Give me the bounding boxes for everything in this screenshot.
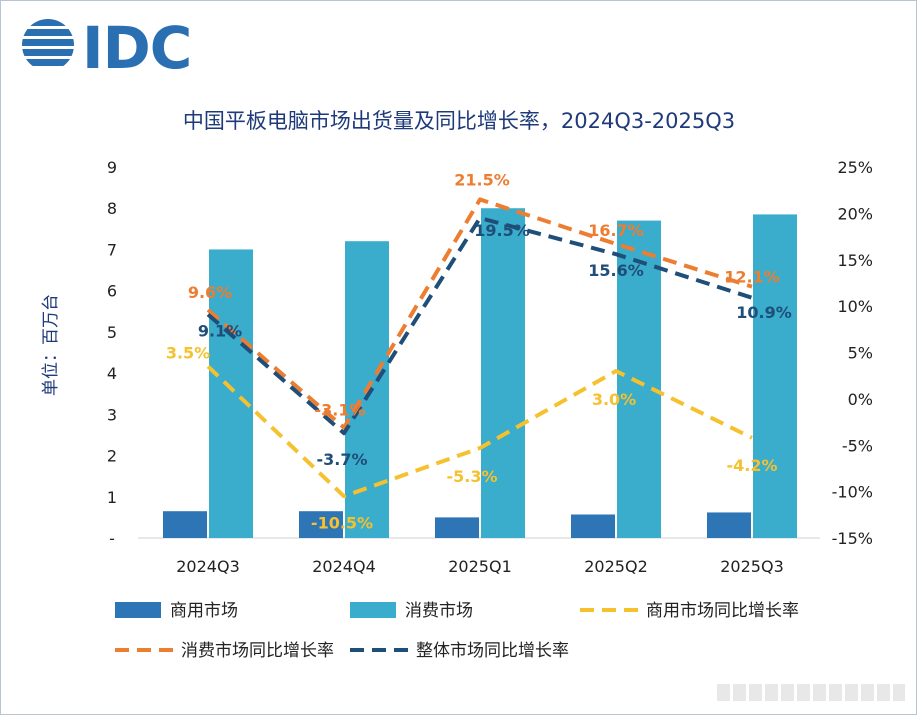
watermark bbox=[717, 684, 905, 701]
bar-consumer bbox=[481, 208, 525, 538]
data-label-overall: 19.5% bbox=[474, 221, 530, 240]
data-label-commercial: -10.5% bbox=[311, 513, 373, 532]
y2-tick-label: 10% bbox=[837, 297, 873, 316]
data-label-consumer: -3.1% bbox=[314, 401, 365, 420]
legend-commercial-yoy-label: 商用市场同比增长率 bbox=[646, 601, 799, 621]
chart-title: 中国平板电脑市场出货量及同比增长率，2024Q3-2025Q3 bbox=[183, 109, 735, 133]
data-label-consumer: 16.7% bbox=[588, 221, 644, 240]
x-axis-ticks: 2024Q3 2024Q4 2025Q1 2025Q2 2025Q3 bbox=[176, 557, 784, 576]
data-label-overall: 15.6% bbox=[588, 261, 644, 280]
legend-consumer-market-swatch bbox=[350, 602, 396, 618]
data-label-consumer: 9.6% bbox=[188, 283, 232, 302]
line-consumer-yoy bbox=[206, 197, 753, 430]
x-tick-label: 2025Q1 bbox=[448, 557, 512, 576]
legend-overall-yoy-label: 整体市场同比增长率 bbox=[416, 641, 569, 661]
y2-tick-label: -5% bbox=[842, 436, 873, 455]
bar-consumer bbox=[617, 220, 661, 539]
y-tick-label: 2 bbox=[107, 447, 117, 466]
y-tick-label: 7 bbox=[107, 240, 117, 259]
y2-tick-label: -15% bbox=[832, 529, 873, 548]
bar-commercial bbox=[163, 511, 207, 538]
line-commercial-yoy bbox=[206, 364, 753, 499]
legend-consumer-market-label: 消费市场 bbox=[405, 601, 473, 621]
y2-tick-label: 20% bbox=[837, 204, 873, 223]
bar-consumer bbox=[209, 249, 253, 538]
globe-icon bbox=[22, 19, 74, 66]
bar-commercial bbox=[299, 511, 343, 538]
data-label-commercial: -4.2% bbox=[726, 456, 777, 475]
y-tick-label: 1 bbox=[107, 488, 117, 507]
data-labels: 3.5% -10.5% -5.3% 3.0% -4.2% 9.6% -3.1% 21.5% 16… bbox=[166, 170, 792, 532]
data-label-overall: -3.7% bbox=[316, 450, 367, 469]
y2-tick-label: 0% bbox=[848, 390, 873, 409]
y2-tick-label: 15% bbox=[837, 251, 873, 270]
data-label-commercial: -5.3% bbox=[446, 467, 497, 486]
x-tick-label: 2024Q4 bbox=[312, 557, 376, 576]
bars-layer bbox=[163, 208, 797, 539]
idc-logo: IDC bbox=[22, 14, 192, 76]
data-label-overall: 10.9% bbox=[736, 303, 792, 322]
bar-commercial bbox=[435, 517, 479, 538]
x-tick-label: 2025Q3 bbox=[720, 557, 784, 576]
data-label-commercial: 3.0% bbox=[592, 390, 636, 409]
lines-layer bbox=[206, 197, 753, 499]
y-tick-label: - bbox=[109, 529, 115, 548]
y-axis-label: 单位：百万台 bbox=[41, 294, 61, 396]
bar-commercial bbox=[571, 514, 615, 538]
y-tick-label: 8 bbox=[107, 199, 117, 218]
x-tick-label: 2025Q2 bbox=[584, 557, 648, 576]
data-label-commercial: 3.5% bbox=[166, 343, 210, 362]
data-label-overall: 9.1% bbox=[198, 321, 242, 340]
logo-text: IDC bbox=[82, 14, 191, 76]
y-tick-label: 3 bbox=[107, 405, 117, 424]
data-label-consumer: 21.5% bbox=[454, 170, 510, 189]
y2-tick-label: 25% bbox=[837, 158, 873, 177]
legend-commercial-market-label: 商用市场 bbox=[170, 601, 238, 621]
y2-axis-ticks: -15% -10% -5% 0% 5% 10% 15% 20% 25% bbox=[832, 158, 873, 548]
line-overall-yoy bbox=[206, 216, 753, 436]
bar-consumer bbox=[753, 214, 797, 538]
y-tick-label: 5 bbox=[107, 323, 117, 342]
y-tick-label: 6 bbox=[107, 282, 117, 301]
y-axis-ticks: - 1 2 3 4 5 6 7 8 9 bbox=[107, 158, 117, 548]
bar-commercial bbox=[707, 512, 751, 538]
x-tick-label: 2024Q3 bbox=[176, 557, 240, 576]
y2-tick-label: -10% bbox=[832, 483, 873, 502]
legend-commercial-market-swatch bbox=[115, 602, 161, 618]
data-label-consumer: 12.1% bbox=[724, 268, 780, 287]
y2-tick-label: 5% bbox=[848, 344, 873, 363]
legend-consumer-yoy-label: 消费市场同比增长率 bbox=[181, 641, 334, 661]
y-tick-label: 9 bbox=[107, 158, 117, 177]
y-tick-label: 4 bbox=[107, 364, 117, 383]
